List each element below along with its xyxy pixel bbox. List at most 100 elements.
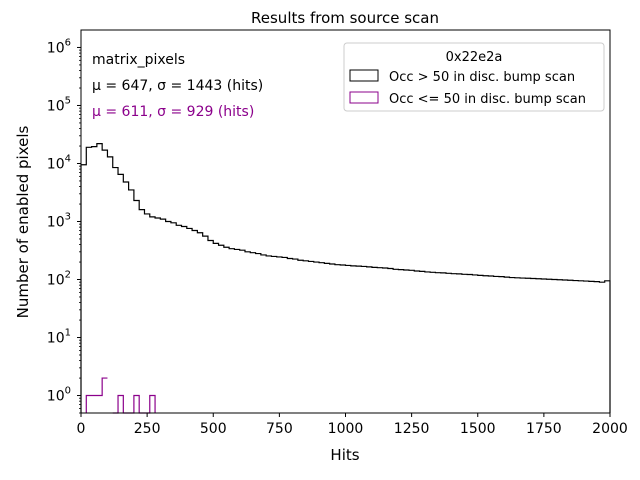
- histogram-bin-high: [113, 168, 118, 413]
- histogram-bin-high: [213, 243, 218, 413]
- histogram-bin-high: [182, 226, 187, 413]
- histogram-bin-high: [261, 255, 266, 413]
- histogram-bin-high: [298, 260, 303, 413]
- legend-box: [343, 42, 605, 112]
- histogram-bin-high: [367, 267, 372, 413]
- histogram-bin-high: [457, 274, 462, 413]
- histogram-bin-high: [605, 281, 610, 413]
- histogram-bin-high: [81, 165, 86, 413]
- y-tick-label: 104: [47, 153, 71, 172]
- histogram-bin-high: [578, 281, 583, 413]
- histogram-bin-high: [552, 280, 557, 413]
- x-tick-label: 750: [266, 421, 293, 437]
- histogram-bin-low: [150, 396, 155, 413]
- histogram-bin-high: [134, 201, 139, 413]
- y-axis-label: Number of enabled pixels: [14, 125, 32, 318]
- histogram-bin-high: [488, 276, 493, 413]
- histogram-bin-high: [308, 261, 313, 413]
- series-low-outline: [85, 377, 156, 414]
- histogram-bin-high: [351, 266, 356, 413]
- histogram-bin-high: [589, 281, 594, 413]
- legend-label-high: Occ > 50 in disc. bump scan: [389, 70, 575, 85]
- chart-title: Results from source scan: [251, 9, 439, 27]
- histogram-bin-high: [398, 270, 403, 413]
- histogram-bin-high: [372, 267, 377, 413]
- x-tick-label: 250: [134, 421, 161, 437]
- legend-swatch-low: [349, 91, 379, 104]
- histogram-bin-high: [256, 254, 261, 413]
- x-tick-label: 0: [77, 421, 86, 437]
- histogram-bin-high: [483, 276, 488, 413]
- histogram-bin-high: [568, 280, 573, 413]
- histogram-bin-high: [314, 262, 319, 413]
- histogram-bin-high: [573, 281, 578, 413]
- x-tick-label: 1750: [526, 421, 562, 437]
- histogram-bin-high: [250, 253, 255, 413]
- y-tick-label: 100: [47, 386, 71, 405]
- histogram-bin-high: [123, 182, 128, 413]
- histogram-bin-high: [414, 271, 419, 413]
- histogram-bin-high: [150, 217, 155, 413]
- series-high-occupancy: [80, 143, 611, 414]
- histogram-bin-low: [102, 378, 107, 413]
- y-tick-label: 102: [47, 270, 71, 289]
- histogram-bin-high: [118, 174, 123, 413]
- histogram-bin-high: [324, 263, 329, 413]
- y-tick-label: 101: [47, 328, 71, 347]
- histogram-bin-high: [155, 218, 160, 413]
- y-tick-label: 106: [47, 37, 71, 56]
- histogram-bin-high: [435, 273, 440, 413]
- histogram-bin-high: [346, 265, 351, 413]
- histogram-bin-high: [86, 147, 91, 413]
- histogram-bin-high: [509, 278, 514, 413]
- x-tick-label: 1250: [394, 421, 430, 437]
- histogram-bin-high: [107, 157, 112, 413]
- series-low-occupancy: [85, 377, 156, 414]
- histogram-bin-high: [335, 265, 340, 413]
- histogram-bin-high: [92, 147, 97, 413]
- histogram-bin-high: [531, 279, 536, 413]
- histogram-bin-high: [139, 210, 144, 413]
- histogram-bin-high: [547, 279, 552, 413]
- histogram-bin-high: [229, 249, 234, 413]
- histogram-bin-high: [541, 279, 546, 413]
- histogram-bin-high: [340, 265, 345, 413]
- histogram-bin-high: [102, 150, 107, 413]
- x-axis-ticks: 0 250 500 750 1000 1250 1500 1750 2000: [77, 413, 628, 437]
- histogram-bin-low: [134, 396, 139, 413]
- histogram-bin-high: [409, 270, 414, 413]
- histogram-bin-high: [393, 269, 398, 413]
- histogram-bin-high: [166, 222, 171, 414]
- histogram-bin-high: [430, 272, 435, 413]
- annotation-stats-low: μ = 611, σ = 929 (hits): [92, 104, 254, 120]
- histogram-bin-high: [504, 277, 509, 413]
- histogram-bin-high: [467, 275, 472, 413]
- y-tick-label: 103: [47, 212, 71, 231]
- histogram-bin-high: [383, 268, 388, 413]
- histogram-bin-high: [425, 272, 430, 413]
- histogram-bin-high: [446, 273, 451, 413]
- histogram-bin-high: [330, 264, 335, 413]
- histogram-bin-high: [245, 252, 250, 413]
- series-high-outline: [80, 143, 611, 413]
- histogram-bin-high: [525, 278, 530, 413]
- histogram-bin-high: [282, 257, 287, 413]
- histogram-bin-low: [92, 396, 97, 413]
- histogram-bin-high: [303, 261, 308, 413]
- histogram-bin-high: [319, 263, 324, 413]
- histogram-bin-high: [97, 144, 102, 413]
- histogram-bin-high: [388, 268, 393, 413]
- x-tick-label: 2000: [592, 421, 628, 437]
- legend-title: 0x22e2a: [446, 50, 503, 65]
- histogram-bin-high: [176, 225, 181, 413]
- histogram-bin-high: [266, 256, 271, 413]
- histogram-bin-high: [219, 245, 224, 413]
- histogram-bin-high: [240, 250, 245, 413]
- histogram-bin-high: [224, 247, 229, 413]
- histogram-bin-high: [234, 249, 239, 413]
- x-axis-label: Hits: [330, 446, 359, 464]
- legend-label-low: Occ <= 50 in disc. bump scan: [389, 92, 586, 107]
- annotation-name: matrix_pixels: [92, 52, 185, 68]
- series-layer: [80, 143, 611, 414]
